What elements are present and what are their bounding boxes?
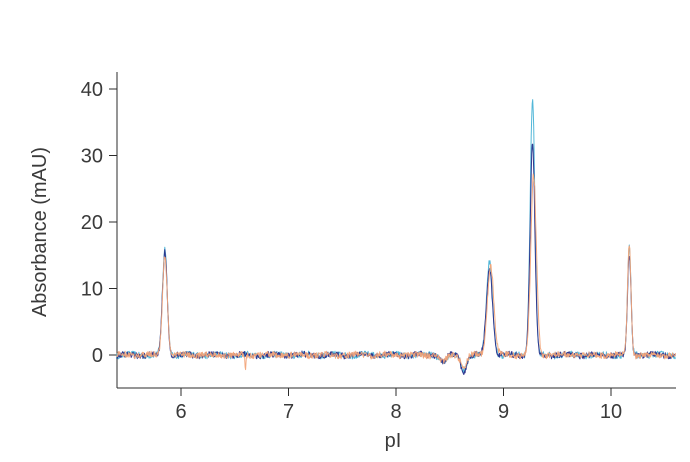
x-tick-label: 6 [175,401,186,423]
x-tick-label: 7 [283,401,294,423]
x-tick-label: 8 [390,401,401,423]
y-tick-label: 0 [92,345,103,367]
y-tick-label: 20 [81,212,103,234]
axes: 0 10 20 30 40 6 7 8 9 10 [81,72,676,423]
y-tick-label: 30 [81,146,103,168]
series-line [116,99,676,374]
x-tick-label: 10 [600,401,622,423]
y-tick-label: 10 [81,279,103,301]
y-axis-title: Absorbance (mAU) [29,147,51,317]
x-axis-title: pI [385,430,402,452]
y-tick-label: 40 [81,79,103,101]
series-line [116,173,676,371]
x-tick-label: 9 [498,401,509,423]
series-layer [116,99,676,375]
series-line [116,143,676,375]
